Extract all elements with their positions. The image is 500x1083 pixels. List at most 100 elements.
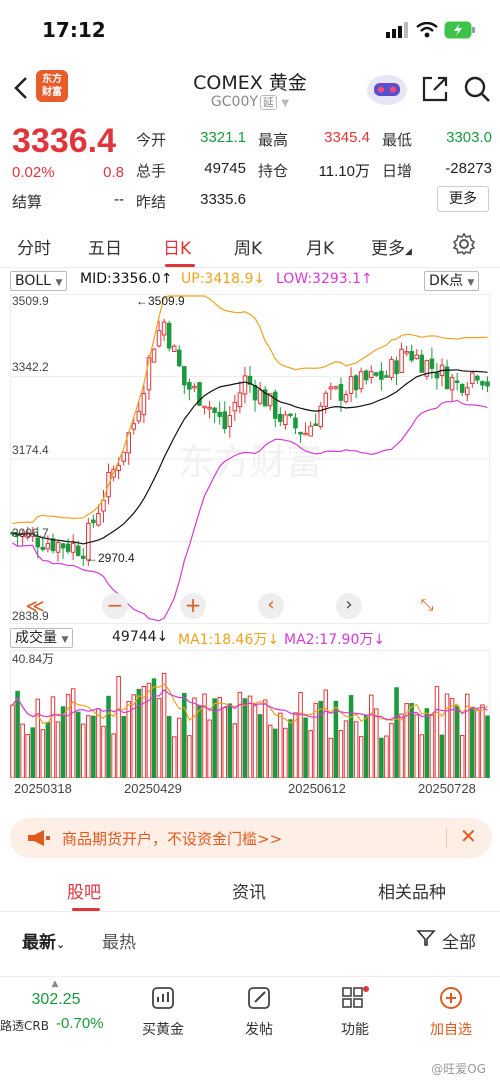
nav-add-watchlist[interactable]: 加自选 (406, 985, 496, 1039)
volume-bar (470, 706, 475, 778)
candle-body (131, 423, 137, 430)
volume-bar (283, 727, 288, 778)
volume-bar (217, 697, 222, 778)
volume-bar (65, 694, 71, 778)
candle-body (313, 423, 318, 427)
candle-body (323, 392, 329, 407)
dk-point-selector[interactable]: DK点 ▼ (424, 271, 480, 291)
tab-related[interactable]: 相关品种 (378, 883, 446, 903)
volume-bar (368, 694, 374, 778)
filter-latest[interactable]: 最新⌄ (22, 933, 66, 953)
volume-indicator-selector[interactable]: 成交量 ▼ (10, 628, 74, 648)
candle-body (151, 348, 157, 363)
candle-body (429, 358, 435, 369)
volume-bar (404, 703, 409, 778)
filter-icon[interactable] (416, 928, 436, 948)
more-quote-button[interactable]: 更多 (437, 186, 489, 212)
megaphone-icon (28, 830, 50, 846)
tab-news[interactable]: 资讯 (232, 883, 266, 903)
kline-chart[interactable]: 东方财富 3509.9 3342.2 3174.4 3006.7 2838.9 … (10, 294, 490, 624)
volume-bar (131, 694, 137, 778)
low-value: 3303.0 (446, 129, 492, 146)
delay-tag: 延 (259, 95, 277, 110)
back-icon[interactable] (10, 72, 34, 104)
signal-icon (386, 22, 408, 38)
boll-mid-value: MID:3356.0↑ (80, 271, 173, 287)
robot-assistant-icon[interactable] (364, 68, 410, 108)
ticker-name[interactable]: 路透CRB (0, 1019, 49, 1033)
candle-body (272, 391, 278, 419)
nav-buy-gold[interactable]: 买黄金 (118, 985, 208, 1039)
volume-value: 49744↓ (112, 629, 169, 645)
volume-bar (485, 715, 490, 778)
candle-body (409, 350, 414, 361)
volume-bar (126, 701, 132, 778)
candle-body (485, 381, 490, 387)
volume-bar (141, 685, 147, 778)
candle-body (298, 431, 303, 435)
volume-bar (247, 695, 253, 778)
volume-value: 49745 (204, 160, 246, 177)
fullscreen-icon[interactable]: ⤡ (420, 595, 434, 614)
change-percent: 0.02% (12, 164, 55, 181)
candle-body (70, 542, 76, 553)
volume-chart[interactable]: 40.84万 (10, 650, 490, 778)
candle-body (91, 519, 96, 524)
tab-more[interactable]: 更多◢ (371, 239, 412, 259)
candle-body (454, 380, 460, 384)
edit-icon (248, 987, 270, 1009)
close-icon[interactable]: ✕ (460, 824, 477, 848)
search-icon[interactable] (462, 74, 492, 104)
candle-body (374, 372, 379, 376)
tab-five-day[interactable]: 五日 (88, 239, 122, 259)
nav-functions[interactable]: 功能 (310, 985, 400, 1039)
tab-forum[interactable]: 股吧 (67, 883, 101, 903)
volume-bar (242, 698, 248, 778)
volume-bar (60, 706, 66, 778)
candle-body (267, 393, 273, 407)
tab-monthly-k[interactable]: 月K (306, 239, 335, 259)
volume-bar (288, 719, 293, 778)
volume-bar (106, 695, 111, 778)
volume-bar (267, 724, 273, 778)
low-annotation: ←2970.4 (86, 551, 135, 565)
tab-intraday[interactable]: 分时 (17, 239, 51, 259)
tab-weekly-k[interactable]: 周K (234, 239, 263, 259)
candle-body (424, 360, 430, 377)
scroll-left-button[interactable]: ‹ (258, 593, 284, 619)
volume-bar (353, 721, 359, 778)
candle-body (202, 405, 207, 409)
active-subtab-indicator (72, 908, 100, 911)
volume-bar: 成交量 ▼ 49744↓ MA1:18.46万↓ MA2:17.90万↓ (0, 626, 500, 650)
prev-settle-value: 3335.6 (200, 191, 246, 208)
volume-bar (35, 698, 41, 778)
candle-body (192, 385, 197, 389)
indicator-selector[interactable]: BOLL ▼ (10, 271, 68, 291)
filter-hottest[interactable]: 最热 (102, 933, 136, 953)
volume-bar (156, 698, 162, 778)
zoom-out-button[interactable]: − (102, 593, 128, 619)
promo-banner[interactable]: 商品期货开户，不设资金门槛>> ✕ (10, 818, 492, 858)
boll-upper-line (12, 295, 488, 525)
candles (10, 318, 490, 567)
nav-post[interactable]: 发帖 (214, 985, 304, 1039)
volume-bar (429, 715, 435, 778)
scroll-left-fast-button[interactable]: ≪ (25, 596, 45, 617)
candle-body (60, 543, 66, 549)
volume-bar (45, 722, 51, 778)
instrument-code[interactable]: GC00Y 延 ▼ (210, 94, 290, 110)
chart-icon (152, 987, 174, 1009)
volume-bar (343, 720, 349, 778)
ticker-value[interactable]: 302.25 (31, 991, 81, 1008)
boll-low-value: LOW:3293.1↑ (276, 271, 373, 287)
share-icon[interactable] (420, 74, 450, 104)
volume-bar (419, 734, 425, 778)
add-icon (440, 987, 462, 1009)
scroll-right-button[interactable]: › (336, 593, 362, 619)
volume-bar (257, 714, 263, 778)
filter-all[interactable]: 全部 (442, 933, 476, 953)
settings-gear-icon[interactable] (452, 232, 476, 256)
tab-daily-k[interactable]: 日K (163, 239, 192, 259)
zoom-in-button[interactable]: + (180, 593, 206, 619)
candle-body (414, 354, 420, 360)
